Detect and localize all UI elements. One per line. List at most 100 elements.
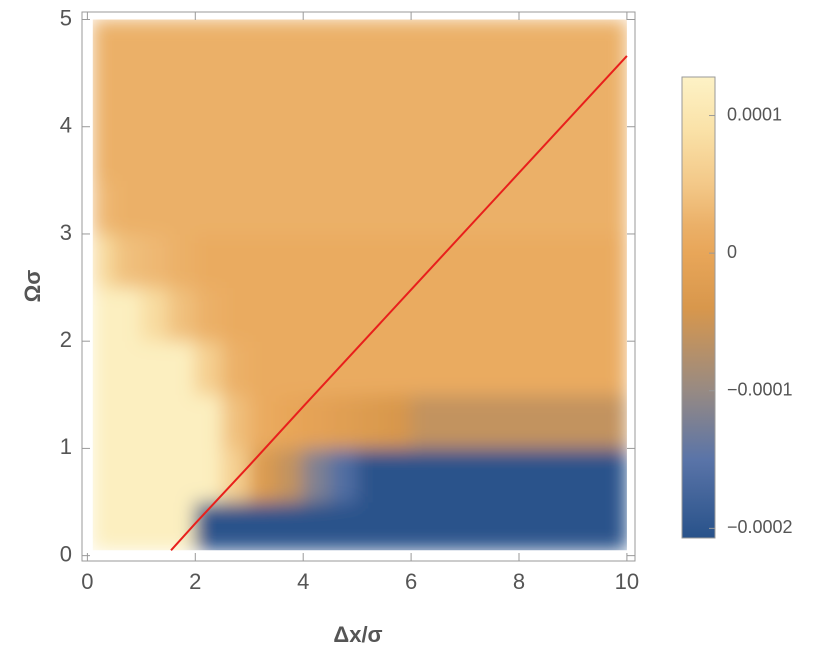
heatmap-cells [92,19,627,551]
heatmap-cell [491,340,520,396]
heatmap-cell [383,72,412,128]
heatmap-cell [194,72,223,128]
heatmap-cell [329,340,358,396]
heatmap-cell [437,447,466,503]
heatmap-cell [572,126,601,181]
heatmap-cell [167,179,196,235]
heatmap-cell [302,19,331,74]
heatmap-cell [491,233,520,289]
heatmap-cell [599,126,627,181]
heatmap-cell [383,233,412,289]
heatmap-cell [167,287,196,342]
heatmap-cell [329,394,358,449]
heatmap-cell [302,126,331,181]
heatmap-cell [113,340,142,396]
heatmap-cell [356,126,385,181]
heatmap-cell [140,179,169,235]
heatmap-cell [491,501,520,551]
heatmap-cell [491,72,520,128]
heatmap-cell [140,394,169,449]
heatmap-cell [572,340,601,396]
heatmap-cell [221,126,250,181]
heatmap-cell [221,19,250,74]
heatmap-cell [464,72,493,128]
heatmap-cell [410,72,439,128]
heatmap-cell [329,447,358,503]
heatmap-cell [302,447,331,503]
heatmap-cell [167,19,196,74]
heatmap-cell [329,126,358,181]
heatmap-cell [437,287,466,342]
heatmap-cell [113,19,142,74]
heatmap-cell [221,287,250,342]
heatmap-cell [599,287,627,342]
y-tick-label: 4 [60,113,72,138]
heatmap-cell [92,179,115,235]
heatmap-cell [572,394,601,449]
heatmap-cell [545,19,574,74]
heatmap-cell [599,19,627,74]
heatmap-cell [491,394,520,449]
heatmap-cell [194,447,223,503]
heatmap-cell [329,19,358,74]
heatmap-cell [248,447,277,503]
heatmap-cell [518,72,547,128]
heatmap-cell [275,340,304,396]
heatmap-cell [113,287,142,342]
heatmap-cell [221,72,250,128]
heatmap-cell [383,19,412,74]
heatmap-cell [302,340,331,396]
heatmap-cell [410,501,439,551]
heatmap-cell [113,126,142,181]
heatmap-cell [92,72,115,128]
heatmap-cell [356,233,385,289]
heatmap-cell [248,233,277,289]
heatmap-cell [302,233,331,289]
heatmap-cell [248,501,277,551]
heatmap-cell [113,501,142,551]
heatmap-cell [572,501,601,551]
heatmap-cell [545,394,574,449]
colorbar-tick-label: 0 [727,242,737,262]
heatmap-cell [545,340,574,396]
heatmap-cell [518,501,547,551]
heatmap-cell [599,340,627,396]
heatmap-cell [356,72,385,128]
x-tick-label: 8 [513,569,525,594]
heatmap-cell [113,394,142,449]
heatmap-cell [275,447,304,503]
heatmap-cell [275,179,304,235]
y-axis-label: Ωσ [20,270,45,303]
heatmap-cell [545,126,574,181]
y-tick-label: 1 [60,434,72,459]
heatmap-cell [140,126,169,181]
x-axis-label: Δx/σ [333,622,382,647]
heatmap-cell [464,126,493,181]
heatmap-cell [113,447,142,503]
heatmap-cell [248,72,277,128]
heatmap-cell [410,340,439,396]
heatmap-cell [92,19,115,74]
colorbar-tick-label: −0.0001 [727,380,793,400]
heatmap-cell [167,126,196,181]
x-tick-label: 10 [615,569,639,594]
heatmap-cell [410,233,439,289]
heatmap-cell [410,179,439,235]
heatmap-cell [248,126,277,181]
heatmap-cell [92,340,115,396]
heatmap-cell [167,233,196,289]
heatmap-cell [383,447,412,503]
heatmap-cell [92,501,115,551]
heatmap-cell [464,19,493,74]
colorbar-tick-label: 0.0001 [727,104,782,124]
colorbar-tick-label: −0.0002 [727,517,793,537]
heatmap-cell [464,233,493,289]
y-tick-label: 0 [60,541,72,566]
heatmap-cell [518,179,547,235]
heatmap-cell [167,340,196,396]
heatmap-cell [437,501,466,551]
heatmap-cell [545,233,574,289]
heatmap-cell [437,394,466,449]
heatmap-cell [194,179,223,235]
